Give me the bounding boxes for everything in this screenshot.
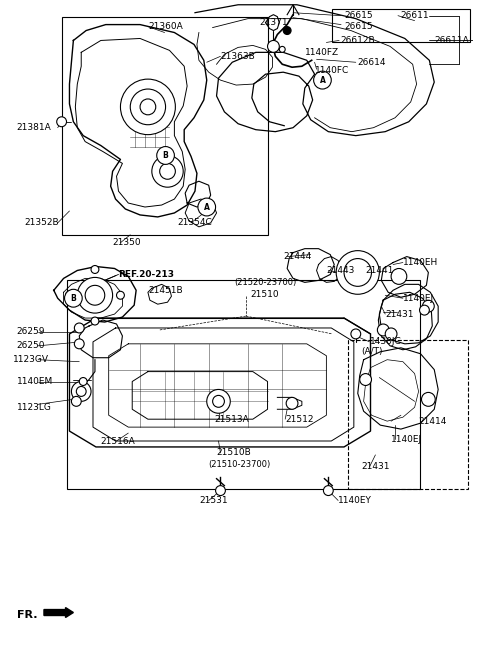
Circle shape — [279, 46, 285, 53]
Text: (A/T): (A/T) — [362, 347, 383, 356]
Text: 21371: 21371 — [260, 18, 288, 27]
Circle shape — [79, 378, 87, 385]
Circle shape — [420, 305, 429, 315]
Text: 21363B: 21363B — [220, 52, 255, 61]
Text: 26611A: 26611A — [434, 36, 469, 45]
Circle shape — [422, 300, 434, 312]
Circle shape — [216, 486, 226, 495]
Circle shape — [385, 328, 397, 340]
Text: 1140EH: 1140EH — [403, 258, 438, 267]
Text: 1140EJ: 1140EJ — [391, 434, 422, 443]
Text: 21431: 21431 — [362, 462, 390, 471]
Text: 26615: 26615 — [344, 22, 372, 31]
Circle shape — [344, 259, 372, 287]
Text: 26250: 26250 — [16, 341, 45, 350]
Text: 21516A: 21516A — [101, 437, 135, 445]
Circle shape — [74, 339, 84, 349]
Text: 21443: 21443 — [326, 266, 355, 275]
Circle shape — [77, 278, 113, 313]
Text: FR.: FR. — [16, 610, 37, 621]
Circle shape — [377, 324, 389, 336]
Text: A: A — [204, 203, 210, 211]
Circle shape — [351, 329, 360, 339]
Text: 21451B: 21451B — [148, 286, 182, 295]
Text: 21441: 21441 — [366, 266, 394, 275]
Text: 21531: 21531 — [199, 496, 228, 505]
Circle shape — [91, 317, 99, 325]
Circle shape — [130, 89, 166, 125]
Circle shape — [391, 268, 407, 284]
Circle shape — [74, 323, 84, 333]
Text: 1123GV: 1123GV — [12, 355, 48, 364]
Text: 26615: 26615 — [344, 11, 372, 20]
Text: REF.20-213: REF.20-213 — [119, 270, 175, 279]
Circle shape — [198, 198, 216, 216]
Text: A: A — [320, 75, 325, 84]
Circle shape — [120, 79, 175, 135]
Circle shape — [66, 291, 73, 299]
Text: 1140EJ: 1140EJ — [403, 294, 434, 303]
Circle shape — [140, 99, 156, 115]
Circle shape — [72, 396, 81, 406]
Text: 21510B: 21510B — [216, 448, 252, 458]
Text: 21360A: 21360A — [148, 22, 183, 31]
Circle shape — [160, 163, 175, 179]
Text: 26612B: 26612B — [340, 36, 375, 45]
Circle shape — [117, 291, 124, 299]
Text: B: B — [71, 294, 76, 303]
Text: (21510-23700): (21510-23700) — [209, 460, 271, 469]
Text: 21510: 21510 — [250, 290, 278, 299]
Text: 21444: 21444 — [283, 252, 312, 261]
Text: 21431: 21431 — [385, 309, 414, 318]
FancyArrow shape — [44, 608, 73, 617]
Text: (21520-23700): (21520-23700) — [234, 278, 297, 287]
Circle shape — [267, 40, 279, 53]
Text: 21512: 21512 — [285, 415, 314, 424]
Circle shape — [207, 389, 230, 413]
Circle shape — [85, 285, 105, 305]
Text: 21350: 21350 — [113, 238, 141, 247]
Text: 1430JC: 1430JC — [370, 337, 401, 346]
Circle shape — [313, 72, 331, 89]
Circle shape — [421, 393, 435, 406]
Text: 21414: 21414 — [419, 417, 447, 426]
Circle shape — [157, 146, 174, 164]
Circle shape — [57, 117, 67, 127]
Text: 21352B: 21352B — [24, 218, 59, 227]
Text: 1140FZ: 1140FZ — [305, 48, 339, 57]
Text: 26614: 26614 — [358, 58, 386, 67]
Circle shape — [213, 395, 224, 408]
Circle shape — [152, 155, 183, 187]
Text: 1140EY: 1140EY — [338, 496, 372, 505]
Text: 26611: 26611 — [400, 11, 429, 20]
Text: 21381A: 21381A — [16, 124, 51, 132]
Circle shape — [324, 486, 333, 495]
Circle shape — [64, 289, 82, 307]
Bar — [348, 340, 468, 489]
Text: 21354C: 21354C — [177, 218, 212, 227]
Text: B: B — [163, 151, 168, 160]
Circle shape — [286, 397, 298, 410]
Circle shape — [91, 265, 99, 274]
Text: 1123LG: 1123LG — [16, 403, 51, 412]
Text: 21513A: 21513A — [215, 415, 249, 424]
Text: 26259: 26259 — [16, 328, 45, 337]
Bar — [61, 17, 267, 235]
Circle shape — [72, 382, 91, 401]
Circle shape — [360, 374, 372, 385]
Circle shape — [283, 27, 291, 34]
Text: 1140FC: 1140FC — [314, 66, 349, 75]
Bar — [67, 280, 420, 489]
Circle shape — [76, 387, 86, 396]
Bar — [332, 8, 469, 42]
Circle shape — [336, 251, 379, 294]
Text: 1140EM: 1140EM — [16, 377, 53, 386]
